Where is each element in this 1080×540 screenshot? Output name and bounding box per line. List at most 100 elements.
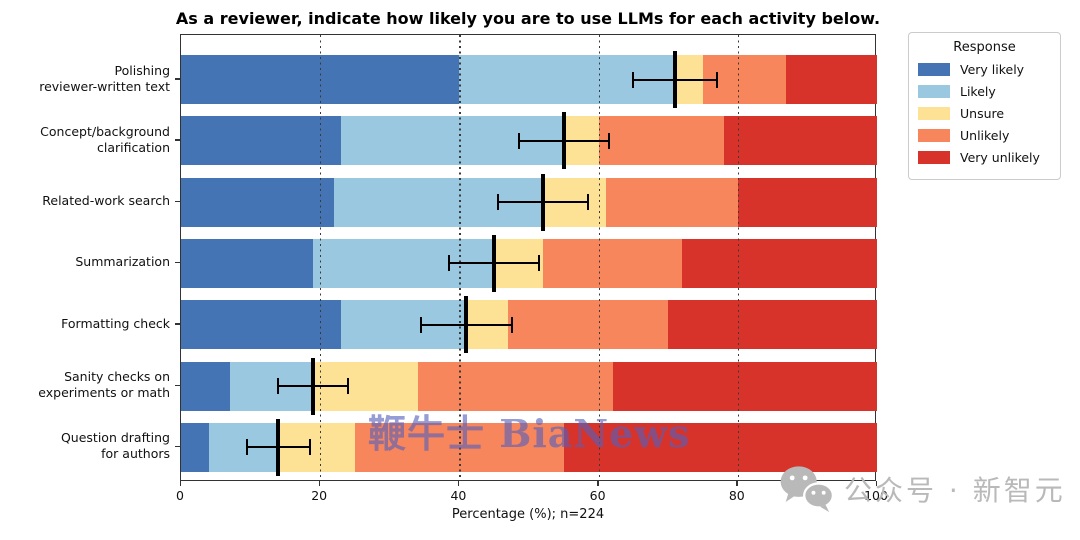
bar-segment [563,422,877,472]
error-bar-cap [632,71,635,88]
bar-segment [668,300,877,350]
bar-segment [786,55,877,104]
gridline [737,35,740,480]
legend-entry-label: Very unlikely [960,150,1040,165]
error-bar-cap [510,316,513,333]
bar-segment [181,177,335,227]
error-bar-cap [496,194,499,211]
error-bar-cap [715,71,718,88]
y-axis-category-label: Summarization [75,254,170,270]
x-tick-label: 40 [450,488,467,503]
y-tick [175,261,180,264]
bar-row [181,361,877,411]
legend-swatch [918,151,950,164]
error-bar-cap [308,439,311,456]
error-bar-whisker [278,385,349,387]
error-bar-cap [517,132,520,149]
plot-area [180,34,877,481]
y-axis-category-label: Question drafting for authors [60,430,170,462]
bar-segment [542,238,683,288]
error-bar-whisker [247,446,310,449]
error-bar-whisker [421,323,512,326]
bar-segment [612,361,877,411]
x-tick [179,481,181,486]
x-tick-label: 0 [176,488,184,503]
x-tick-label: 100 [864,488,888,503]
error-bar-whisker [497,201,589,204]
legend-entry-label: Unsure [960,106,1005,121]
watermark-xinzhiyuan-text: 公众号 · 新智元 [844,474,1066,507]
legend-items: Very likely Likely Unsure Unlikely Very unli… [918,62,1051,165]
x-tick-label: 80 [728,488,745,503]
watermark-xinzhiyuan: 公众号 · 新智元 [779,464,1066,514]
gridline [459,35,461,480]
legend-item: Unlikely [918,128,1051,143]
legend-swatch [918,129,950,142]
error-bar-whisker [518,139,610,142]
y-axis-category-label: Formatting check [61,315,170,331]
legend-entry-label: Likely [960,84,996,99]
x-tick-label: 60 [589,488,606,503]
bar-row [181,238,877,288]
legend-swatch [918,85,950,98]
error-bar-cap [447,255,450,272]
legend-item: Unsure [918,106,1051,121]
chart-title: As a reviewer, indicate how likely you a… [175,9,881,28]
y-axis-category-label: Related-work search [42,193,170,209]
y-axis-category-label: Polishing reviewer-written text [39,62,170,94]
x-tick [597,481,599,486]
gridline [598,35,600,480]
bar-segment [682,238,877,288]
y-tick [175,200,180,203]
bar-row [181,55,877,104]
bar-segment [181,238,314,288]
legend-entry-label: Very likely [960,62,1025,77]
y-tick [175,323,180,325]
bar-segment [181,361,230,411]
y-tick [175,384,180,386]
watermark-bianews: 鞭牛士 BiaNews [368,411,691,456]
bar-row [181,300,877,350]
bar-segment [354,422,564,472]
x-tick [318,481,321,486]
bar-segment [417,361,613,411]
legend-item: Very likely [918,62,1051,77]
bar-segment [181,422,209,472]
error-bar-cap [538,255,541,272]
error-bar-cap [347,378,350,394]
y-tick [175,445,180,448]
legend-item: Very unlikely [918,150,1051,165]
error-bar-cap [420,316,423,333]
x-tick [875,481,877,486]
bar-segment [723,116,877,166]
bar-segment [508,300,669,350]
bar-row [181,422,877,472]
legend-swatch [918,107,950,120]
bar-segment [181,300,342,350]
bar-segment [181,116,342,166]
y-tick [175,139,180,141]
y-axis-category-label: Sanity checks on experiments or math [38,369,170,400]
legend-title: Response [953,40,1016,55]
x-tick [736,481,738,486]
x-axis-label: Percentage (%); n=224 [451,507,605,522]
bar-segment [605,177,738,227]
legend-swatch [918,63,950,76]
error-bar-cap [587,194,590,211]
legend-item: Likely [918,84,1051,99]
x-tick [457,481,460,486]
error-bar-cap [277,378,280,394]
gridline [320,35,322,480]
error-bar-whisker [448,262,540,265]
y-axis-category-label: Concept/background clarification [40,123,170,155]
error-bar-cap [246,439,249,456]
x-tick-label: 20 [311,488,328,503]
error-bar-cap [608,132,611,149]
error-bar-whisker [633,78,717,81]
y-tick [175,78,180,80]
wechat-icon [780,466,835,513]
bar-segment [598,116,724,166]
legend-entry-label: Unlikely [960,128,1010,143]
bar-row [181,116,877,166]
